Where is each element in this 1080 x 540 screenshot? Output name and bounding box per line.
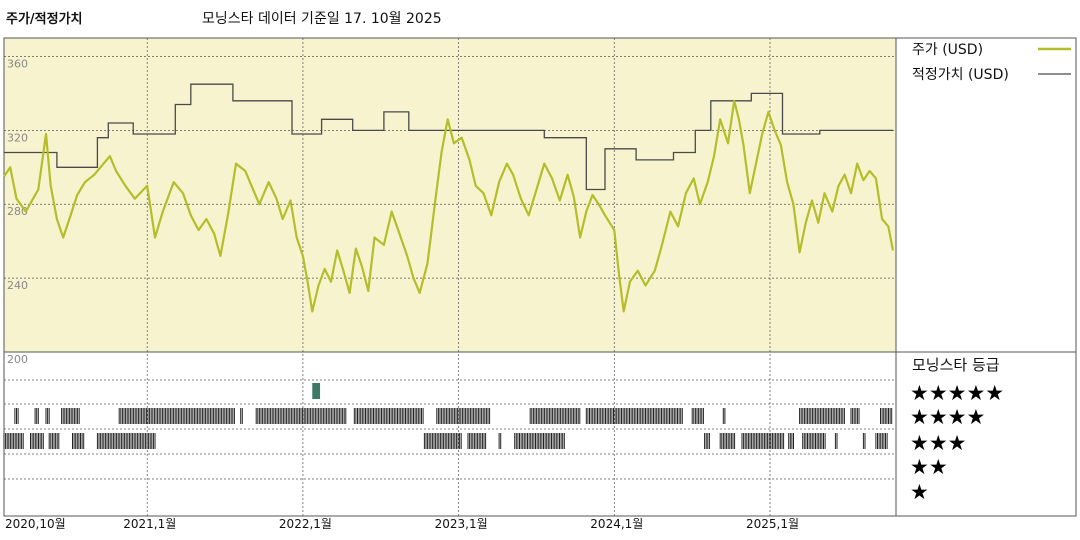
rating-segment-4-star (353, 408, 424, 424)
rating-segment-3-star (514, 433, 565, 449)
rating-segment-4-star (240, 408, 243, 424)
rating-segment-4-star (722, 408, 726, 424)
y-tick-label: 360 (7, 57, 28, 70)
chart-title: 모닝스타 데이터 기준일 17. 10월 2025 (202, 11, 442, 27)
legend: 주가 (USD) 적정가치 (USD) (912, 42, 1071, 83)
rating-segment-3-star (498, 433, 502, 449)
y-tick-label: 200 (7, 353, 28, 366)
x-tick-label: 2024,1월 (590, 517, 643, 531)
rating-row-5-stars: ★★★★★ (910, 381, 1004, 405)
rating-legend: 모닝스타 등급 ★★★★★ ★★★★ ★★★ ★★ ★ (910, 356, 1004, 504)
rating-segment-4-star (799, 408, 845, 424)
chart-border (3, 37, 1077, 517)
chart-section-label: 주가/적정가치 (6, 12, 83, 27)
rating-segment-3-star (862, 433, 866, 449)
rating-segment-3-star (48, 433, 60, 449)
rating-segment-4-star (14, 408, 19, 424)
price-panel-background (4, 38, 896, 352)
x-tick-label: 2020,10월 (5, 517, 66, 531)
rating-segment-4-star (585, 408, 683, 424)
legend-fair-value-label: 적정가치 (USD) (912, 67, 1009, 83)
rating-segment-3-star (875, 433, 888, 449)
rating-segment-4-star (118, 408, 235, 424)
rating-segment-3-star (3, 433, 24, 449)
horizontal-gridlines (4, 56, 896, 480)
rating-segment-4-star (691, 408, 704, 424)
rating-segment-3-star (704, 433, 710, 449)
rating-segment-3-star (788, 433, 794, 449)
rating-segment-4-star (34, 408, 39, 424)
rating-history-bars (3, 383, 893, 449)
rating-segment-4-star (436, 408, 491, 424)
rating-row-2-stars: ★★ (910, 455, 948, 479)
rating-segment-3-star (741, 433, 785, 449)
rating-segment-4-star (255, 408, 347, 424)
rating-row-1-star: ★ (910, 480, 929, 504)
rating-segment-4-star (45, 408, 50, 424)
y-tick-label: 240 (7, 279, 28, 292)
rating-segment-4-star (61, 408, 80, 424)
rating-segment-3-star (834, 433, 838, 449)
fair-value-line (4, 83, 893, 191)
x-tick-label: 2023,1월 (435, 517, 488, 531)
rating-segment-4-star (850, 408, 860, 424)
rating-segment-3-star (802, 433, 826, 449)
rating-segment-3-star (96, 433, 156, 449)
rating-heading: 모닝스타 등급 (912, 356, 1000, 374)
chart-frame (3, 37, 1077, 517)
y-tick-label: 320 (7, 131, 28, 144)
x-tick-label: 2021,1월 (123, 517, 176, 531)
price-line (3, 99, 895, 313)
x-axis-ticks: 2020,10월 2021,1월 2022,1월 2023,1월 2024,1월 2025… (5, 517, 799, 531)
x-tick-label: 2022,1월 (279, 517, 332, 531)
rating-segment-3-star (719, 433, 736, 449)
rating-segment-3-star (467, 433, 487, 449)
x-tick-label: 2025,1월 (746, 517, 799, 531)
legend-price-label: 주가 (USD) (912, 42, 983, 58)
rating-segment-5-star (312, 383, 321, 399)
rating-row-3-stars: ★★★ (910, 431, 966, 455)
rating-segment-4-star (880, 408, 893, 424)
rating-segment-3-star (72, 433, 85, 449)
rating-row-4-stars: ★★★★ (910, 405, 985, 429)
rating-segment-4-star (529, 408, 581, 424)
rating-segment-3-star (423, 433, 462, 449)
rating-segment-3-star (30, 433, 44, 449)
